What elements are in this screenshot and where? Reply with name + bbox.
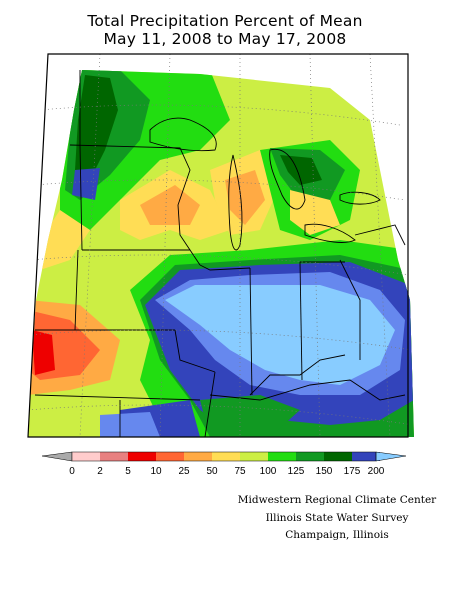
legend-tick: 2 bbox=[97, 466, 103, 477]
border-mo-east bbox=[204, 371, 216, 437]
map-title: Total Precipitation Percent of Mean bbox=[87, 12, 363, 30]
border-ohio-river bbox=[249, 354, 346, 396]
field-5-10-sw bbox=[32, 330, 55, 375]
legend-swatch-50 bbox=[212, 452, 240, 461]
legend-tick: 200 bbox=[368, 466, 385, 477]
legend-swatch-150 bbox=[324, 452, 352, 461]
field-150-175-mi bbox=[280, 155, 322, 185]
legend-swatch-25 bbox=[184, 452, 212, 461]
graticule-lat-2 bbox=[34, 179, 406, 201]
border-dakota-mn bbox=[79, 70, 83, 251]
legend-tick: 125 bbox=[288, 466, 305, 477]
credit-location: Champaign, Illinois bbox=[285, 529, 389, 541]
lake-ontario bbox=[339, 191, 381, 205]
legend-tick: 0 bbox=[69, 466, 75, 477]
lake-superior bbox=[149, 117, 217, 152]
legend-swatch-175 bbox=[352, 452, 380, 461]
border-mn-north-wi bbox=[69, 144, 191, 251]
legend-tick: 175 bbox=[344, 466, 361, 477]
field-50-75-west bbox=[40, 210, 90, 270]
legend-swatch-100 bbox=[268, 452, 296, 461]
field-125-150-south bbox=[200, 395, 300, 437]
legend-tick: 10 bbox=[150, 466, 162, 477]
field-25-50-wi bbox=[225, 170, 265, 225]
map-frame bbox=[27, 53, 409, 438]
field-175-200-nw bbox=[72, 168, 100, 200]
lake-huron bbox=[269, 148, 306, 210]
legend-swatch-5 bbox=[128, 452, 156, 461]
legend-swatch-2 bbox=[100, 452, 128, 461]
border-in-oh bbox=[299, 261, 303, 381]
field-25-50-mid bbox=[140, 185, 200, 225]
legend-swatch-0 bbox=[72, 452, 100, 461]
legend-border bbox=[71, 451, 377, 462]
border-mo-ar bbox=[34, 394, 201, 401]
lake-michigan bbox=[228, 154, 243, 251]
graticule bbox=[28, 54, 408, 437]
graticule-lat-5 bbox=[28, 404, 408, 426]
border-pa-ny bbox=[354, 224, 406, 246]
credit-org: Midwestern Regional Climate Center bbox=[237, 494, 437, 506]
field-150-175-nw bbox=[75, 75, 118, 180]
legend-swatch-125 bbox=[296, 452, 324, 461]
border-wi-il bbox=[199, 264, 251, 271]
map-date-range: May 11, 2008 to May 17, 2008 bbox=[103, 30, 347, 48]
field-50-75-mi-south bbox=[290, 190, 340, 235]
credit-survey: Illinois State Water Survey bbox=[265, 512, 409, 524]
legend-tick: 100 bbox=[260, 466, 277, 477]
field-200-south bbox=[100, 412, 160, 437]
border-oh-pa bbox=[339, 259, 361, 360]
legend-tick: 50 bbox=[206, 466, 218, 477]
legend-ticks: 0 2 5 10 25 50 75 100 125 150 175 200 bbox=[69, 466, 385, 477]
border-ky-tn bbox=[209, 379, 406, 401]
legend-tick: 5 bbox=[125, 466, 131, 477]
legend-tick: 25 bbox=[178, 466, 190, 477]
border-mn-ia bbox=[82, 249, 201, 266]
graticule-lat-3 bbox=[29, 254, 408, 276]
legend-swatch-75 bbox=[240, 452, 268, 461]
legend-arrow-above bbox=[375, 451, 407, 462]
legend-tick: 75 bbox=[234, 466, 246, 477]
legend-tick: 150 bbox=[316, 466, 333, 477]
state-borders bbox=[34, 70, 406, 437]
border-il-in bbox=[249, 267, 253, 396]
border-ia-mo bbox=[174, 329, 216, 373]
legend-swatch-10 bbox=[156, 452, 184, 461]
lake-erie bbox=[304, 223, 356, 243]
legend: 0 2 5 10 25 50 75 100 125 150 175 200 bbox=[41, 451, 407, 477]
legend-arrow-below bbox=[41, 451, 73, 462]
